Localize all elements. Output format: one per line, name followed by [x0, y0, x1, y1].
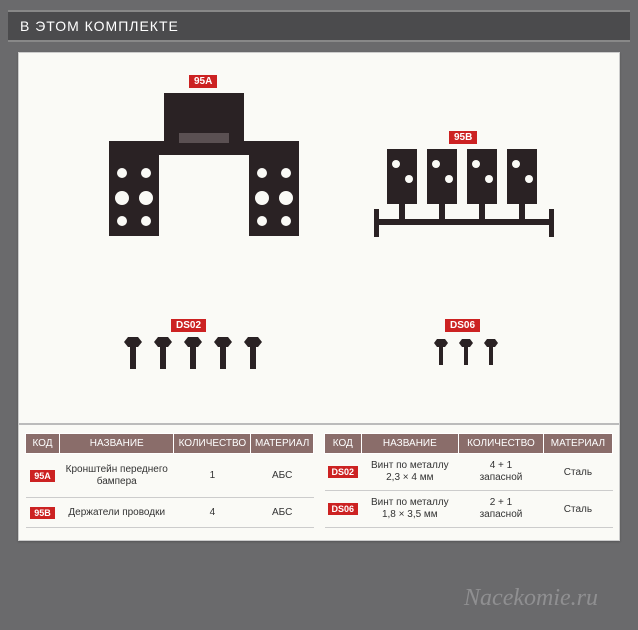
- cell-qty-l1: 2 + 1: [462, 497, 541, 509]
- table-row: 95B Держатели проводки 4 АБС: [26, 498, 314, 528]
- tag-95b: 95B: [449, 131, 477, 144]
- cell-qty-l1: 4 + 1: [462, 460, 541, 472]
- part-95b-svg: [369, 149, 559, 244]
- watermark: Nacekomie.ru: [464, 585, 598, 612]
- code-badge: 95A: [30, 470, 55, 482]
- code-badge: 95B: [30, 507, 55, 519]
- th-name: НАЗВАНИЕ: [361, 434, 459, 454]
- part-ds06-svg: [429, 339, 519, 379]
- cell-name-l1: Винт по металлу: [364, 497, 456, 509]
- cell-name-l1: Держатели проводки: [63, 507, 171, 519]
- th-code: КОД: [325, 434, 362, 454]
- cell-qty-l1: 4: [177, 507, 248, 519]
- header-bar: В ЭТОМ КОМПЛЕКТЕ: [8, 10, 630, 42]
- cell-name-l2: 2,3 × 4 мм: [364, 472, 456, 484]
- cell-qty-l1: 1: [177, 470, 248, 482]
- tables-row: КОД НАЗВАНИЕ КОЛИЧЕСТВО МАТЕРИАЛ 95A Кро…: [19, 423, 619, 540]
- th-material: МАТЕРИАЛ: [543, 434, 612, 454]
- table-row: DS06 Винт по металлу1,8 × 3,5 мм 2 + 1за…: [325, 491, 613, 528]
- cell-material: АБС: [251, 454, 314, 498]
- part-ds02-svg: [119, 337, 279, 382]
- th-qty: КОЛИЧЕСТВО: [174, 434, 251, 454]
- code-badge: DS02: [328, 466, 359, 478]
- cell-material: Сталь: [543, 491, 612, 528]
- cell-name-l1: Винт по металлу: [364, 460, 456, 472]
- parts-table-2: КОД НАЗВАНИЕ КОЛИЧЕСТВО МАТЕРИАЛ DS02 Ви…: [324, 433, 613, 528]
- table-row: DS02 Винт по металлу2,3 × 4 мм 4 + 1запа…: [325, 454, 613, 491]
- cell-name-l1: Кронштейн переднего: [63, 464, 171, 476]
- cell-name-l2: бампера: [63, 476, 171, 488]
- header-title: В ЭТОМ КОМПЛЕКТЕ: [20, 18, 179, 34]
- th-material: МАТЕРИАЛ: [251, 434, 314, 454]
- cell-qty-l2: запасной: [462, 509, 541, 521]
- parts-table-1: КОД НАЗВАНИЕ КОЛИЧЕСТВО МАТЕРИАЛ 95A Кро…: [25, 433, 314, 528]
- cell-qty-l2: запасной: [462, 472, 541, 484]
- th-qty: КОЛИЧЕСТВО: [459, 434, 544, 454]
- cell-name-l2: 1,8 × 3,5 мм: [364, 509, 456, 521]
- th-code: КОД: [26, 434, 60, 454]
- tag-ds02: DS02: [171, 319, 206, 332]
- table-row: 95A Кронштейн переднегобампера 1 АБС: [26, 454, 314, 498]
- cell-material: Сталь: [543, 454, 612, 491]
- content-panel: 95A 95B: [18, 52, 620, 541]
- part-95a-svg: [109, 93, 299, 243]
- parts-area: 95A 95B: [19, 53, 619, 423]
- code-badge: DS06: [328, 503, 359, 515]
- cell-material: АБС: [251, 498, 314, 528]
- tag-ds06: DS06: [445, 319, 480, 332]
- tag-95a: 95A: [189, 75, 217, 88]
- th-name: НАЗВАНИЕ: [60, 434, 174, 454]
